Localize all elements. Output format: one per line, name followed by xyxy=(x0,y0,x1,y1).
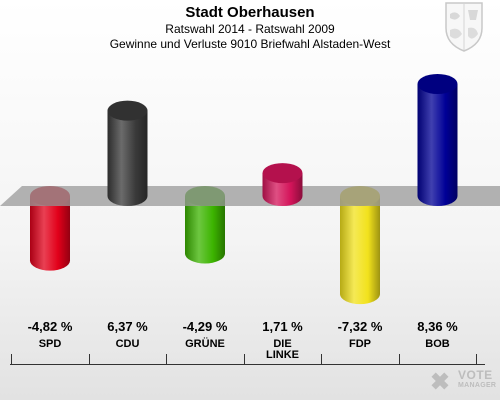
value-label: -7,32 % xyxy=(337,319,383,334)
axis-tick xyxy=(243,354,245,365)
category-label: SPD xyxy=(38,338,62,350)
coat-of-arms-icon xyxy=(445,2,483,52)
axis-tick xyxy=(321,354,323,365)
axis-tick xyxy=(398,354,400,365)
axis-line xyxy=(10,364,485,365)
value-label: -4,82 % xyxy=(27,319,73,334)
axis-tick xyxy=(11,354,13,365)
category-label: BOB xyxy=(425,338,450,350)
value-label: 1,71 % xyxy=(262,319,303,334)
votemanager-logo-icon xyxy=(431,372,449,390)
axis-tick xyxy=(476,354,478,365)
chart-subtitle: Ratswahl 2014 - Ratswahl 2009 xyxy=(165,22,335,36)
axis-tick xyxy=(88,354,90,365)
logo-text-vote: VOTE xyxy=(458,368,493,382)
category-label: FDP xyxy=(349,338,371,350)
chart-header: Stadt Oberhausen Ratswahl 2014 - Ratswah… xyxy=(0,4,500,52)
category-labels: SPD CDU GRÜNE DIE LINKE FDP BOB xyxy=(0,339,500,365)
chart-subtitle-detail: Gewinne und Verluste 9010 Briefwahl Alst… xyxy=(109,37,391,51)
axis-tick xyxy=(166,354,168,365)
value-labels: -4,82 % 6,37 % -4,29 % 1,71 % -7,32 % 8,36 % xyxy=(0,319,500,335)
bar-bob xyxy=(417,73,458,206)
value-label: -4,29 % xyxy=(182,319,228,334)
value-label: 8,36 % xyxy=(417,319,458,334)
category-label: CDU xyxy=(115,338,140,350)
category-label: GRÜNE xyxy=(185,338,225,350)
bar-cdu xyxy=(107,100,148,206)
logo-text-manager: MANAGER xyxy=(458,382,497,389)
category-label: DIE LINKE xyxy=(266,338,299,361)
bar-die-linke xyxy=(262,163,303,206)
value-label: 6,37 % xyxy=(107,319,148,334)
chart-title: Stadt Oberhausen xyxy=(185,4,315,21)
